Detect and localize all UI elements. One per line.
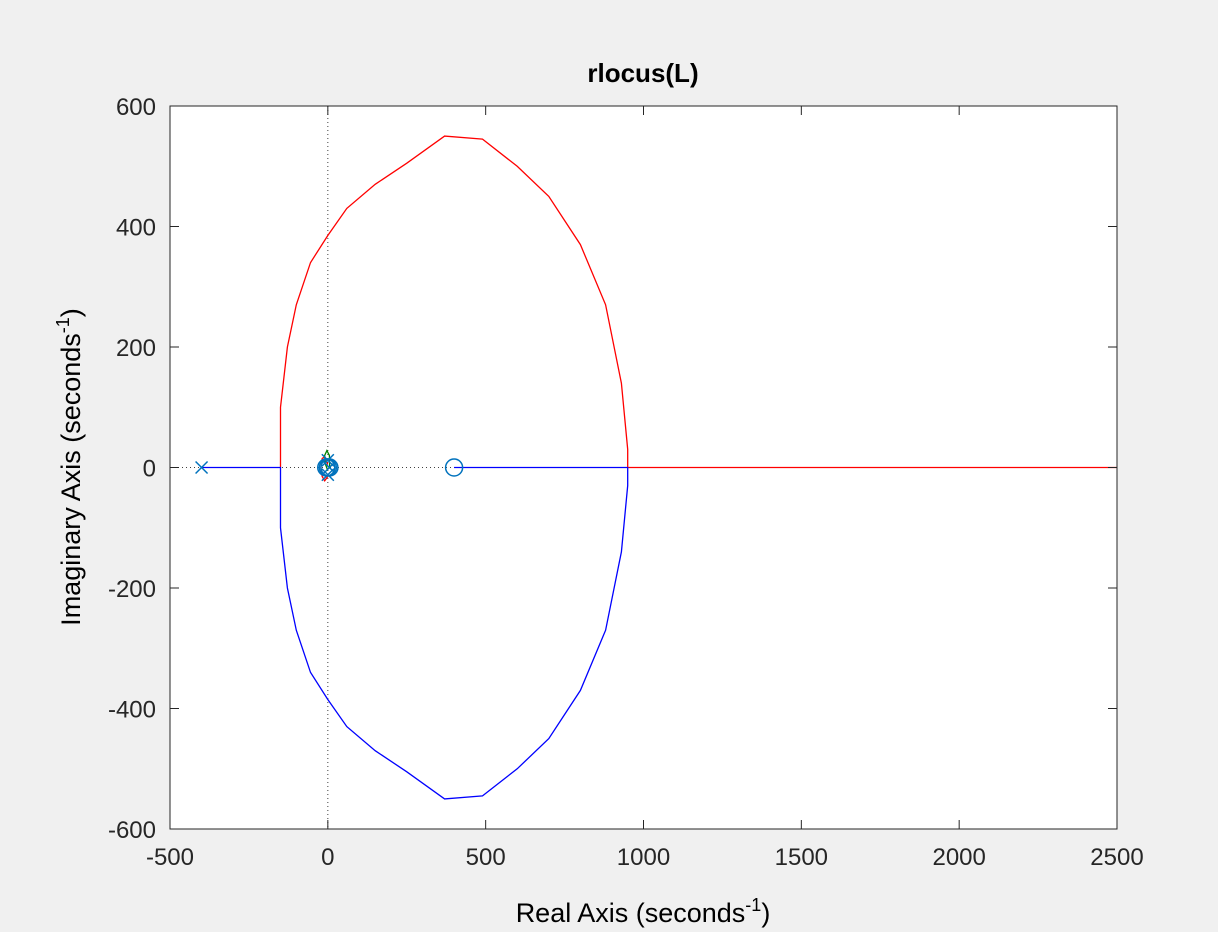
- y-tick-label-2: -200: [108, 576, 156, 603]
- x-tick-label-4: 1500: [775, 844, 828, 871]
- y-tick-labels: -600 -400 -200 0 200 400 600: [108, 94, 156, 844]
- x-tick-label-6: 2500: [1090, 844, 1143, 871]
- locus-branch-red-0: [279, 135, 1117, 469]
- y-tick-label-0: -600: [108, 817, 156, 844]
- y-axis-label-close: ): [56, 308, 86, 317]
- pole-zero-markers: [195, 453, 464, 482]
- x-tick-label-0: -500: [146, 844, 194, 871]
- zero-marker-0: [444, 458, 464, 477]
- axis-ticks: [169, 105, 1118, 830]
- x-tick-label-2: 500: [466, 844, 506, 871]
- x-tick-label-5: 2000: [932, 844, 985, 871]
- pole-marker-0: [195, 460, 209, 475]
- x-axis-label-text: Real Axis (seconds: [516, 898, 746, 928]
- locus-branch-green-3: [324, 449, 331, 471]
- y-tick-label-1: -400: [108, 697, 156, 724]
- y-tick-label-4: 200: [116, 335, 156, 362]
- x-axis-label-sup: -1: [745, 895, 761, 915]
- x-tick-label-3: 1000: [617, 844, 670, 871]
- x-tick-labels: -500 0 500 1000 1500 2000 2500: [146, 844, 1144, 871]
- x-tick-label-1: 0: [321, 844, 334, 871]
- x-axis-label: Real Axis (seconds-1): [516, 895, 771, 928]
- y-axis-label: Imaginary Axis (seconds-1): [53, 308, 86, 626]
- y-axis-label-sup: -1: [53, 317, 73, 333]
- y-axis-label-text: Imaginary Axis (seconds: [56, 333, 86, 626]
- y-tick-label-3: 0: [143, 456, 156, 483]
- chart-title: rlocus(L): [587, 58, 698, 88]
- zero-reference-lines: [170, 106, 1117, 829]
- y-tick-label-6: 600: [116, 94, 156, 121]
- x-axis-label-close: ): [761, 898, 770, 928]
- y-tick-label-5: 400: [116, 215, 156, 242]
- zero-marker-3: [320, 458, 339, 477]
- locus-branch-blue-1: [201, 466, 629, 800]
